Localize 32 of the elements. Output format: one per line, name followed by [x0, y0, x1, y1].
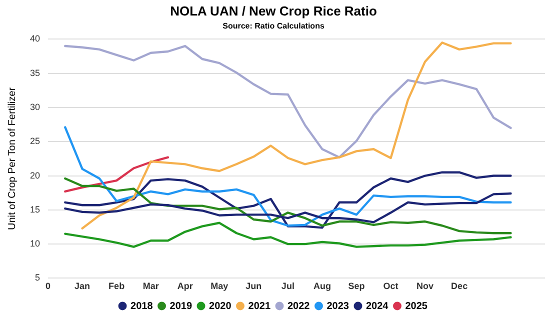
x-tick-label: Sep: [348, 281, 366, 292]
legend-label: 2019: [170, 300, 192, 312]
y-tick-label: 10: [30, 238, 40, 249]
chart-subtitle: Source: Ratio Calculations: [222, 22, 325, 31]
y-tick-label: 20: [30, 170, 40, 180]
x-tick-label: Jul: [281, 281, 294, 292]
x-tick-label: May: [210, 281, 228, 292]
y-tick-label: 30: [30, 102, 40, 112]
x-tick-label: Aug: [313, 281, 331, 292]
y-tick-label: 40: [30, 34, 40, 44]
x-tick-label: Nov: [416, 281, 434, 292]
x-tick-label: Feb: [108, 281, 126, 292]
x-tick-label: Apr: [177, 281, 194, 292]
chart-title: NOLA UAN / New Crop Rice Ratio: [170, 3, 377, 18]
x-tick-label: Mar: [142, 281, 160, 292]
legend-label: 2018: [130, 300, 154, 312]
legend-label: 2021: [248, 300, 271, 312]
legend-label: 2023: [326, 300, 350, 312]
x-tick-label: Oct: [383, 281, 398, 292]
x-tick-label: 0: [46, 281, 51, 292]
y-tick-label: 35: [30, 68, 40, 78]
x-tick-label: Dec: [451, 281, 468, 292]
x-tick-label: Jan: [74, 281, 90, 292]
legend-label: 2025: [405, 300, 428, 312]
x-tick-label: Jun: [246, 281, 262, 292]
legend-label: 2020: [209, 300, 232, 312]
y-tick-label: 25: [30, 136, 40, 146]
legend-label: 2024: [366, 300, 389, 312]
y-tick-label: 15: [30, 204, 40, 214]
legend-label: 2022: [288, 300, 310, 312]
y-axis-title: Unit of Crop Per Ton of Fertilizer: [6, 86, 18, 230]
y-tick-label: 5: [34, 272, 40, 283]
